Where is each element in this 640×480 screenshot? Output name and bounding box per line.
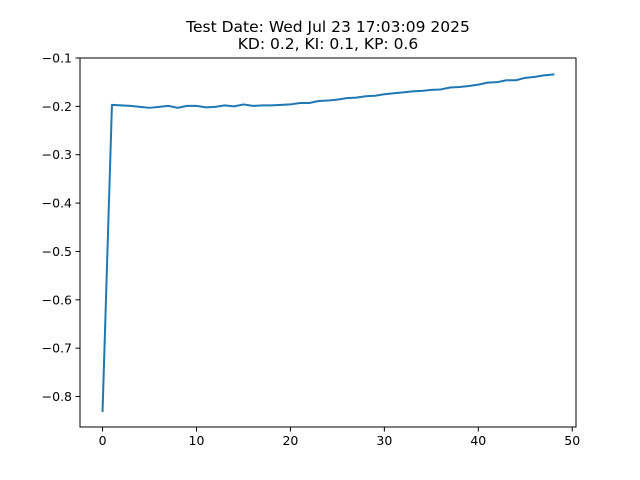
x-tick-label: 30: [376, 433, 392, 448]
series-line-0: [101, 73, 555, 413]
x-tick-label: 20: [282, 433, 298, 448]
chart-title-line-2: KD: 0.2, KI: 0.1, KP: 0.6: [238, 35, 418, 53]
y-tick-label: −0.7: [42, 341, 72, 356]
plot-area-frame: [79, 57, 577, 428]
chart-title-line-1: Test Date: Wed Jul 23 17:03:09 2025: [185, 18, 470, 36]
y-tick-label: −0.5: [42, 244, 72, 259]
y-axis-ticks: −0.8 −0.7 −0.6 −0.5 −0.4 −0.3 −0.2 −0.1: [42, 51, 80, 404]
y-tick-label: −0.4: [42, 196, 72, 211]
x-tick-label: 0: [99, 433, 107, 448]
y-tick-label: −0.3: [42, 147, 72, 162]
x-axis-ticks: 0 10 20 30 40 50: [99, 427, 580, 448]
y-tick-label: −0.2: [42, 99, 72, 114]
x-tick-label: 50: [564, 433, 580, 448]
x-tick-label: 40: [470, 433, 486, 448]
y-tick-label: −0.6: [42, 292, 72, 307]
series-layer: [101, 73, 555, 413]
x-tick-label: 10: [189, 433, 205, 448]
y-tick-label: −0.8: [42, 389, 72, 404]
y-tick-label: −0.1: [42, 51, 72, 66]
